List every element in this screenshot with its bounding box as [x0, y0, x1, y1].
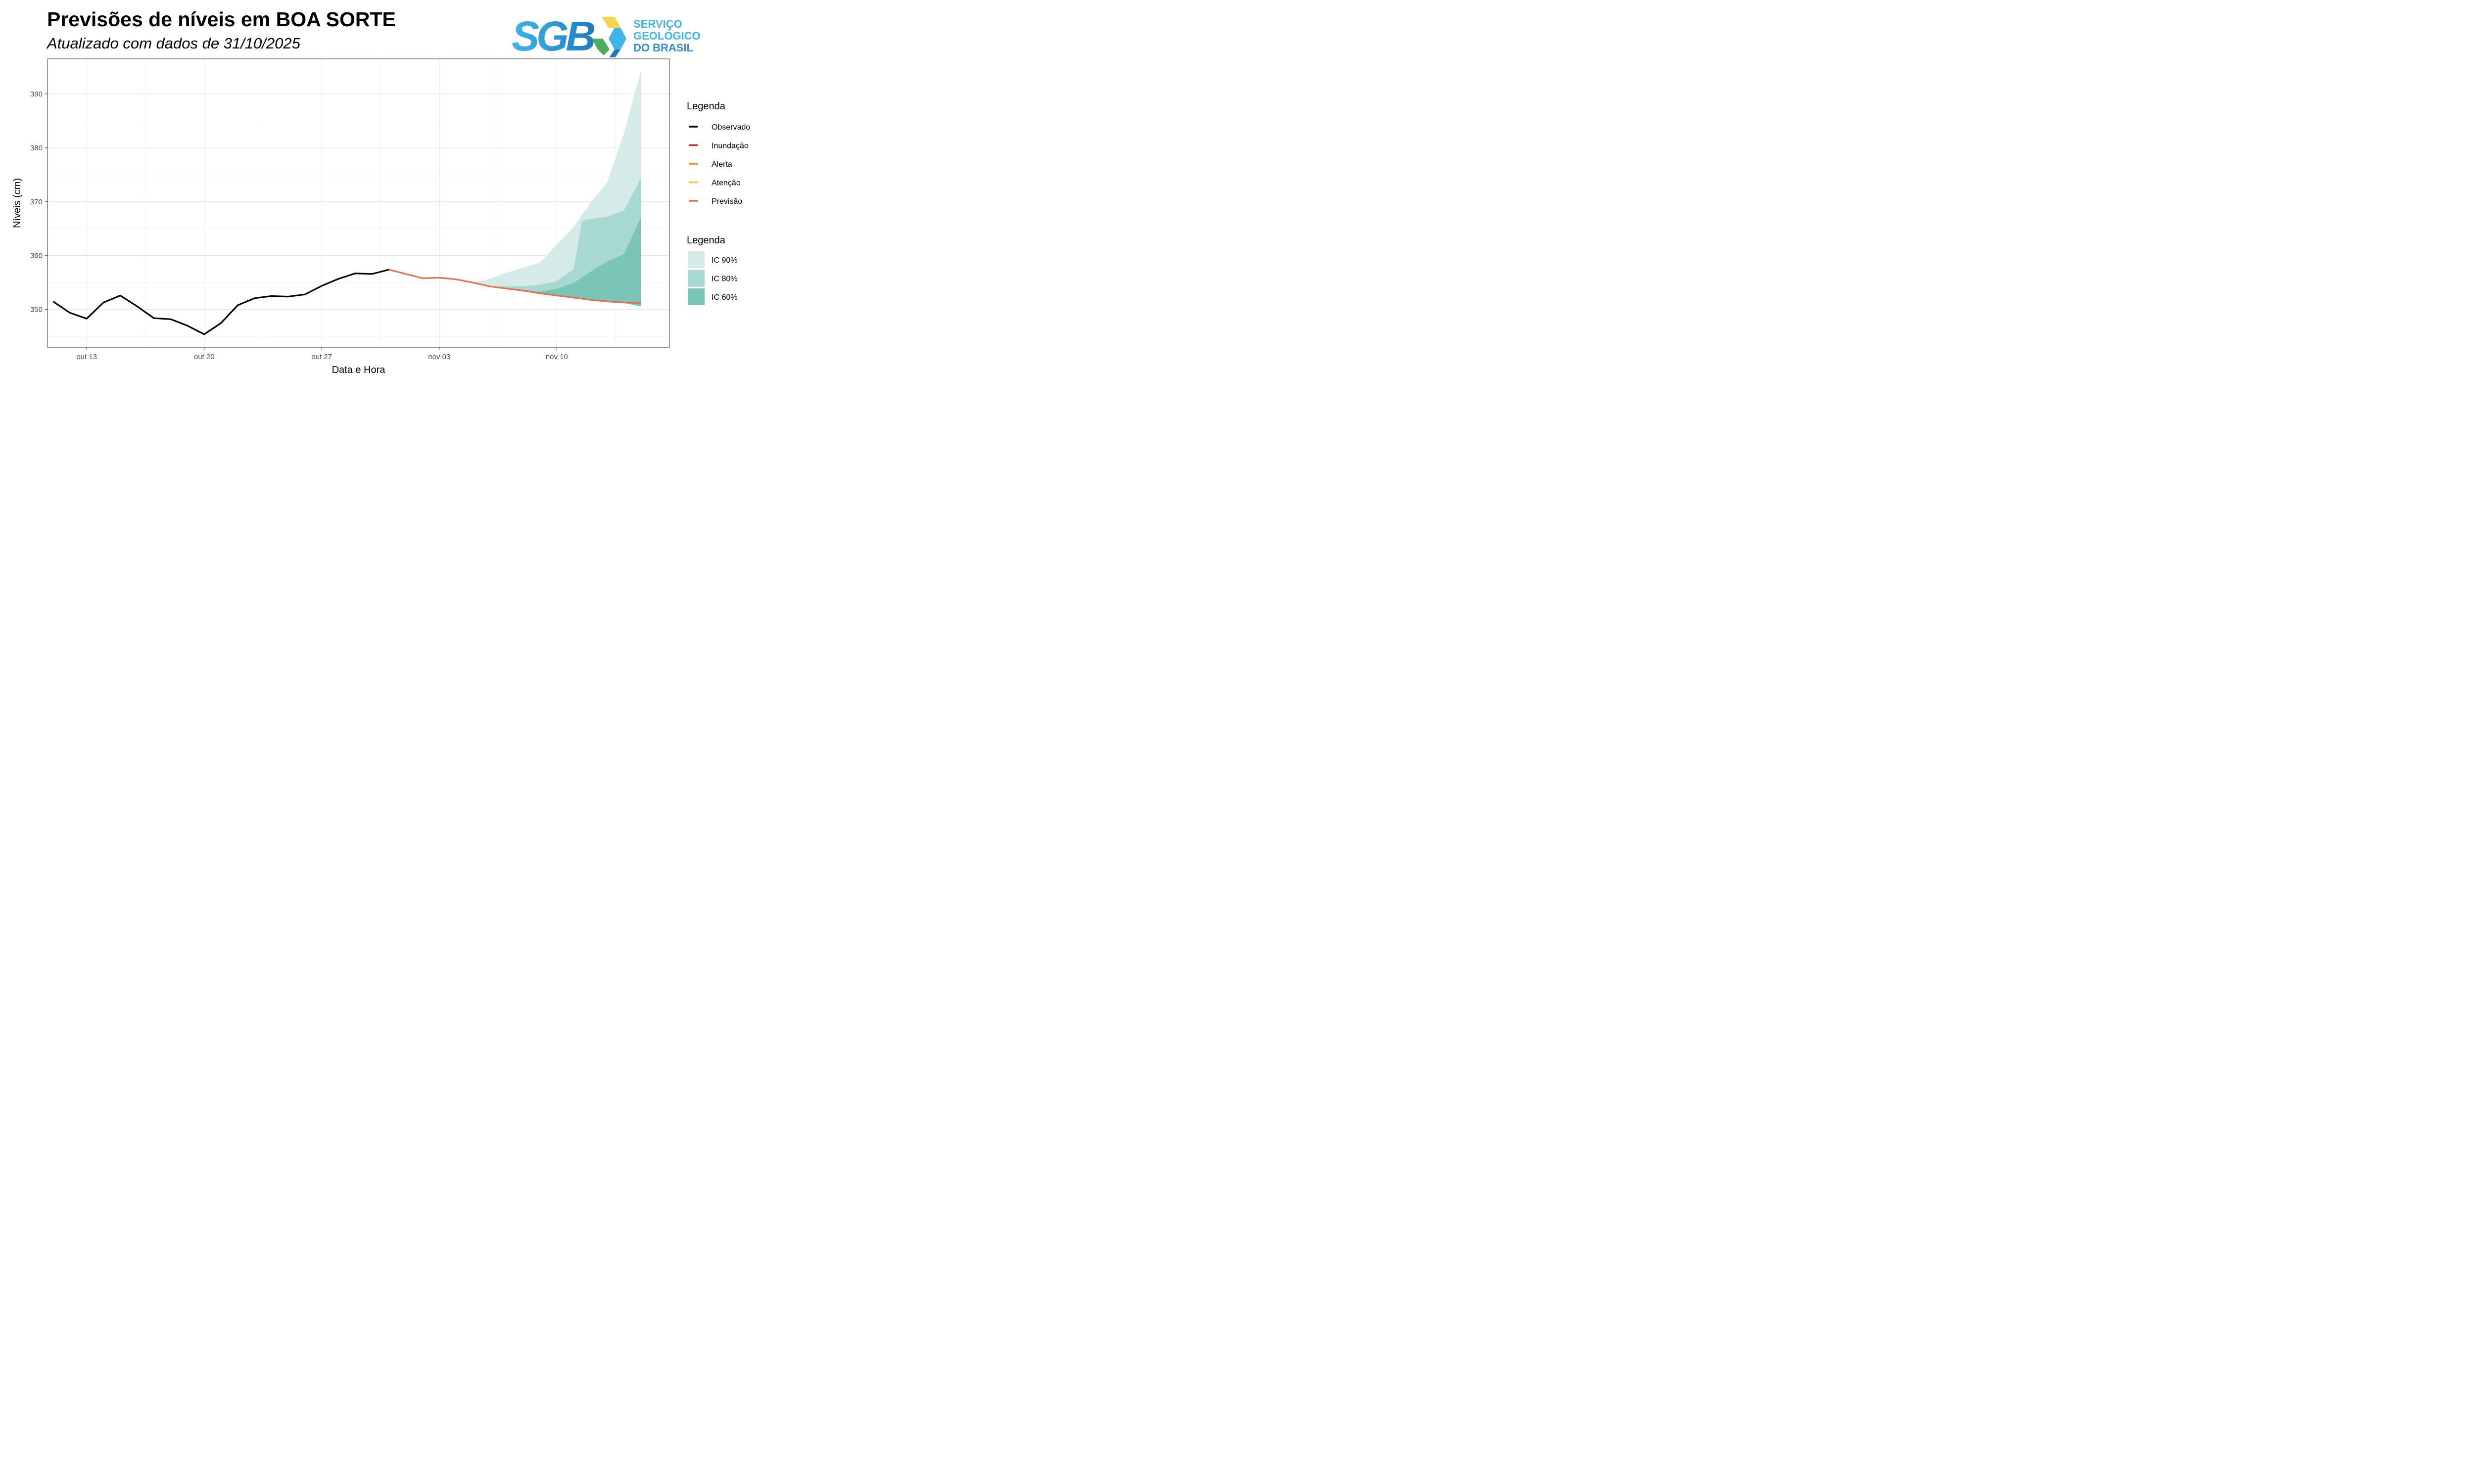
- legend-label: Atenção: [712, 179, 741, 187]
- logo-name-line-2: GEOLÓGICO: [633, 30, 701, 42]
- y-tick-label: 370: [30, 198, 43, 206]
- legend-label: IC 80%: [712, 275, 737, 283]
- x-tick-label: out 20: [194, 353, 215, 361]
- sgb-logo: SGB SERVIÇO GEOLÓGICO DO BRASIL: [512, 14, 701, 57]
- plot-panel-border: [47, 58, 670, 348]
- series-line-previs-o: [388, 269, 641, 304]
- legend-lines: Legenda Observado Inundação Alerta Atenção Pr…: [687, 101, 750, 206]
- logo-name-line-1: SERVIÇO: [633, 18, 682, 30]
- legend-label: Inundação: [712, 142, 749, 150]
- y-tick-label: 360: [30, 252, 43, 260]
- legend-label: IC 60%: [712, 293, 737, 302]
- level-forecast-chart: out 13 out 20 out 27 nov 03 nov 10 350 360 370…: [12, 58, 750, 375]
- logo-hexagon: [592, 17, 626, 57]
- legend-bands: Legenda IC 90% IC 80% IC 60%: [687, 235, 737, 305]
- series-lines: [52, 269, 641, 335]
- legend-label: Observado: [712, 123, 750, 132]
- legend-label: Alerta: [712, 160, 732, 169]
- legend-swatch: [688, 270, 705, 287]
- x-tick-label: out 27: [311, 353, 332, 361]
- legend-swatch: [688, 288, 705, 305]
- x-tick-label: out 13: [76, 353, 97, 361]
- legend-lines-title: Legenda: [687, 101, 726, 112]
- chart-subtitle: Atualizado com dados de 31/10/2025: [47, 35, 300, 52]
- y-tick-label: 390: [30, 90, 43, 98]
- y-axis-title: Níveis (cm): [12, 178, 23, 228]
- band-ic-60-: [506, 217, 641, 307]
- y-tick-label: 350: [30, 306, 43, 314]
- x-axis-ticks: out 13 out 20 out 27 nov 03 nov 10: [76, 347, 568, 361]
- y-tick-label: 380: [30, 144, 43, 152]
- confidence-bands: [473, 71, 641, 307]
- legend-label: IC 90%: [712, 256, 737, 265]
- x-axis-title: Data e Hora: [332, 365, 386, 375]
- y-axis-ticks: 350 360 370 380 390: [30, 90, 48, 314]
- x-tick-label: nov 03: [428, 353, 450, 361]
- logo-mark: SGB: [512, 14, 594, 57]
- legend-label: Previsão: [712, 197, 742, 206]
- legend-bands-title: Legenda: [687, 235, 726, 246]
- series-line-observado: [52, 269, 389, 335]
- x-tick-label: nov 10: [546, 353, 568, 361]
- legend-swatch: [688, 251, 705, 268]
- chart-grid: [48, 59, 669, 347]
- logo-name-line-3: DO BRASIL: [633, 42, 693, 54]
- chart-title: Previsões de níveis em BOA SORTE: [47, 8, 396, 31]
